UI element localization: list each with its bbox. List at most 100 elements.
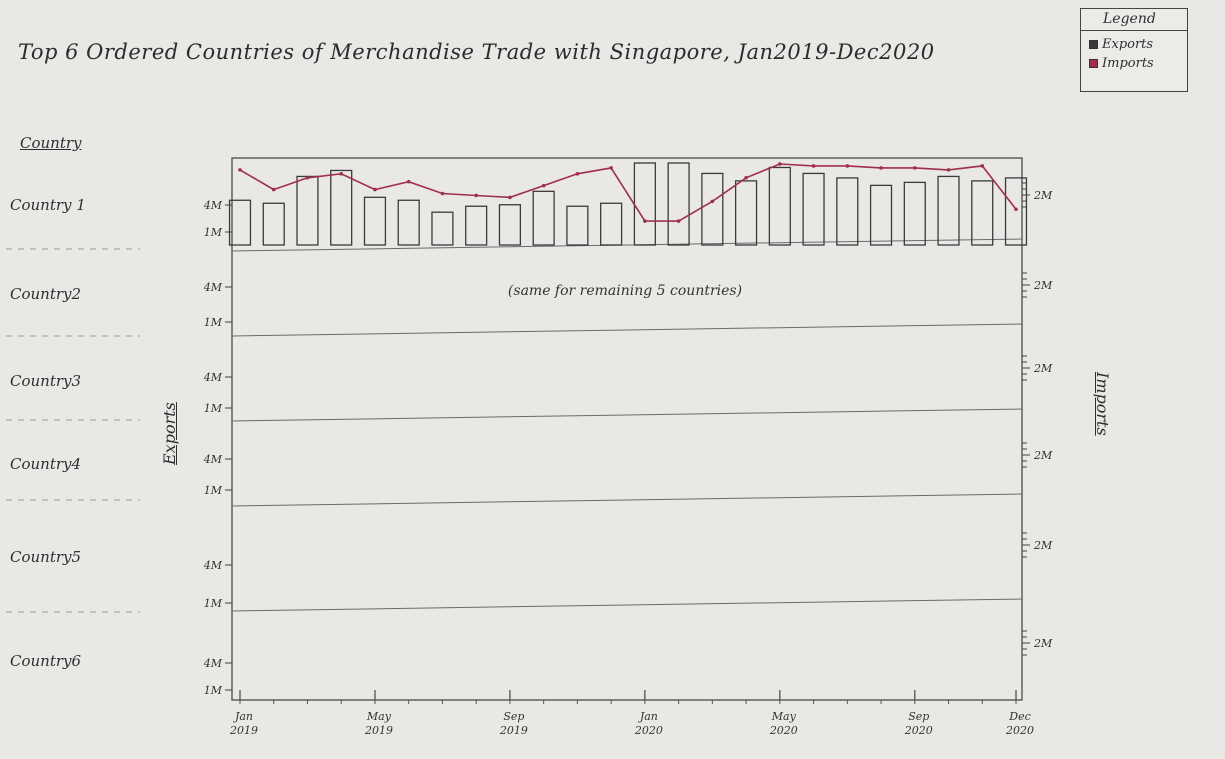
legend-item-exports: Exports [1081,35,1187,54]
x-tick-label-month-4: May [771,710,797,723]
country-label-6: Country6 [10,652,82,670]
right-tick-label-4: 2M [1033,449,1053,462]
export-bar-18 [836,177,859,246]
chart-title: Top 6 Ordered Countries of Merchandise T… [18,40,935,64]
x-tick-label-month-6: Dec [1008,710,1031,723]
export-bar-23 [1004,177,1028,246]
left-tick-label-1m-5: 1M [204,597,223,610]
right-tick-label-2: 2M [1033,279,1053,292]
x-tick-label-year-5: 2020 [904,724,933,737]
export-bar-4 [363,196,387,246]
imports-point-21 [946,168,951,172]
x-tick-label-month-3: Jan [638,710,658,723]
imports-point-1 [271,187,276,192]
export-bar-5 [397,199,420,246]
left-tick-label-4m-5: 4M [203,559,223,572]
export-bar-1 [262,202,285,246]
country-label-1: Country 1 [10,196,86,214]
export-bar-19 [869,184,893,246]
x-tick-label-year-4: 2020 [769,724,798,737]
right-tick-label-6: 2M [1033,637,1053,650]
left-tick-label-4m-4: 4M [203,453,223,466]
legend-title: Legend [1081,9,1187,31]
imports-point-15 [744,175,748,180]
export-bar-16 [768,166,791,246]
imports-point-6 [440,191,445,196]
imports-point-2 [305,175,310,180]
panel-note: (same for remaining 5 countries) [508,283,742,299]
plot-frame [231,157,1023,701]
imports-point-3 [339,172,344,176]
export-bar-14 [701,172,724,246]
export-bar-15 [734,180,758,246]
imports-point-11 [609,166,613,170]
x-tick-label-year-1: 2019 [364,724,393,737]
export-bar-9 [532,190,555,246]
panel-separator-2 [231,323,1023,337]
imports-point-0 [238,168,242,172]
export-bar-12 [633,162,656,246]
imports-point-12 [643,219,647,223]
export-bar-10 [566,205,589,246]
panel-separator-5 [231,598,1023,612]
export-bar-21 [937,175,960,246]
left-tick-label-4m-2: 4M [203,281,223,294]
imports-point-13 [676,219,681,223]
left-tick-label-1m-6: 1M [204,684,223,697]
left-tick-label-1m-1: 1M [204,226,223,239]
imports-point-18 [845,164,850,168]
x-tick-label-month-0: Jan [233,710,253,723]
country-label-2: Country2 [10,285,82,303]
imports-point-20 [912,166,917,170]
x-tick-label-year-0: 2019 [229,724,258,737]
country-label-4: Country4 [10,455,82,473]
imports-point-4 [373,187,377,192]
imports-point-19 [879,166,883,170]
panel-separator-1 [231,238,1023,252]
country-label-3: Country3 [10,372,82,390]
x-tick-label-month-2: Sep [503,710,524,723]
imports-point-8 [508,195,512,200]
export-bar-22 [971,180,994,246]
legend-label-imports: Imports [1102,56,1154,71]
country-label-5: Country5 [10,548,82,566]
x-tick-label-year-6: 2020 [1005,724,1034,737]
export-bar-11 [600,202,623,246]
x-tick-label-month-1: May [366,710,392,723]
left-tick-label-1m-3: 1M [204,402,223,415]
right-tick-label-5: 2M [1033,539,1053,552]
export-bar-6 [431,211,454,246]
export-bar-3 [330,169,353,246]
imports-point-23 [1014,207,1018,212]
imports-line [239,163,1017,222]
export-bar-17 [802,172,825,246]
export-bar-7 [465,205,488,246]
country-header: Country [20,134,82,152]
left-tick-label-4m-6: 4M [203,657,223,670]
left-tick-label-4m-3: 4M [203,371,223,384]
x-tick-label-month-5: Sep [908,710,929,723]
x-tick-label-year-3: 2020 [634,724,663,737]
imports-point-17 [811,164,816,168]
right-tick-label-3: 2M [1033,362,1053,375]
imports-point-5 [406,179,411,184]
panel-separator-3 [231,408,1023,422]
legend: Legend Exports Imports [1080,8,1188,92]
export-bar-0 [228,199,252,246]
left-tick-label-1m-4: 1M [204,484,223,497]
export-bar-8 [498,204,522,246]
left-tick-label-1m-2: 1M [204,316,223,329]
imports-point-22 [980,164,985,168]
imports-point-16 [778,162,782,166]
left-tick-label-4m-1: 4M [203,199,223,212]
right-tick-label-1: 2M [1033,189,1053,202]
x-tick-label-year-2: 2019 [499,724,528,737]
panel-separator-4 [231,493,1023,507]
legend-swatch-imports [1089,59,1098,68]
export-bar-13 [667,162,690,246]
imports-point-10 [575,172,580,176]
legend-item-imports: Imports [1081,54,1187,73]
imports-point-7 [474,193,478,198]
export-bar-20 [903,181,926,246]
